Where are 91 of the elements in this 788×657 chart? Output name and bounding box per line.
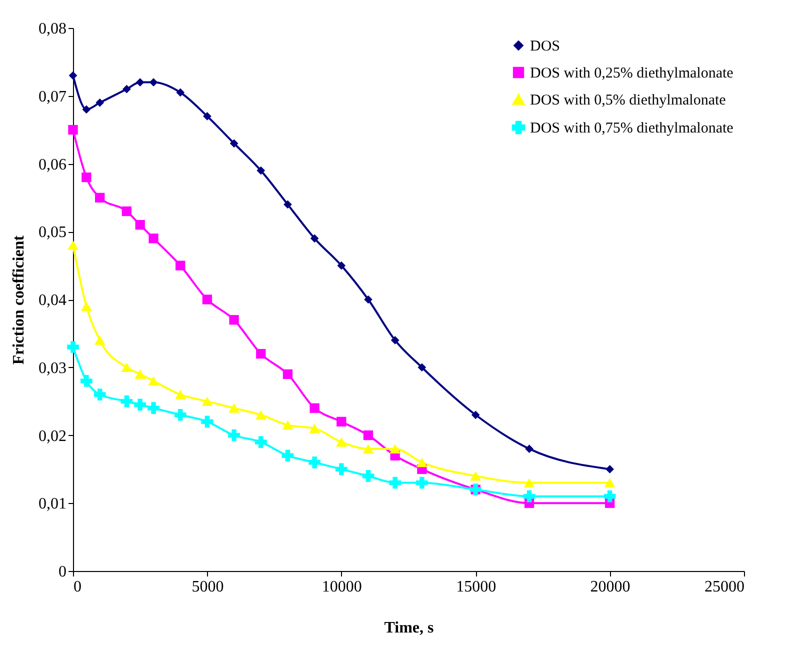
point: [418, 363, 426, 372]
point: [525, 444, 534, 454]
point: [148, 234, 158, 244]
point: [308, 456, 320, 468]
point: [136, 78, 144, 86]
point: [81, 302, 92, 311]
point: [336, 416, 346, 427]
y-tick-label: 0,01: [38, 496, 66, 513]
point: [284, 200, 292, 209]
point: [94, 388, 106, 400]
point: [82, 172, 92, 182]
point: [362, 470, 374, 482]
point: [416, 458, 428, 468]
point: [416, 476, 428, 489]
point: [604, 478, 616, 488]
point: [364, 295, 372, 304]
point: [282, 369, 293, 379]
point: [604, 490, 616, 502]
point: [121, 362, 132, 372]
point: [310, 234, 319, 243]
point: [524, 478, 535, 488]
point: [174, 408, 186, 421]
point: [282, 450, 294, 462]
point: [122, 84, 131, 94]
point: [134, 398, 146, 411]
point: [523, 490, 536, 502]
point: [80, 375, 92, 387]
legend-label: DOS with 0,75% diethylmalonate: [530, 120, 734, 136]
point: [228, 403, 240, 413]
point: [202, 396, 213, 406]
point: [176, 260, 186, 270]
point: [362, 444, 374, 454]
y-tick-label: 0,07: [38, 88, 66, 106]
point: [310, 403, 320, 413]
y-tick-label: 0,04: [38, 292, 66, 309]
point: [335, 463, 348, 476]
y-tick-label: 0,02: [38, 428, 66, 445]
y-axis-title: Friction coefficient: [10, 234, 28, 365]
point: [309, 424, 320, 434]
point: [149, 78, 158, 86]
point: [282, 420, 294, 430]
legend-label: DOS: [530, 38, 560, 54]
point: [201, 416, 214, 428]
point: [134, 369, 146, 379]
point: [68, 240, 78, 250]
x-tick-label: 25000: [704, 578, 744, 596]
point: [67, 341, 79, 353]
point: [336, 437, 347, 447]
x-tick-label: 15000: [456, 578, 496, 596]
point: [95, 192, 105, 203]
x-tick-label: 10000: [322, 578, 362, 596]
point: [390, 444, 400, 454]
y-tick-label: 0,08: [38, 20, 66, 38]
point: [176, 88, 185, 97]
point: [68, 71, 78, 80]
point: [68, 124, 78, 135]
point: [148, 376, 159, 386]
y-tick-label: 0,06: [38, 156, 66, 174]
point: [135, 220, 145, 230]
x-tick-label: 5000: [192, 578, 224, 596]
y-tick-label: 0,03: [38, 360, 66, 377]
point: [390, 336, 400, 344]
x-tick-label: 20000: [590, 578, 630, 596]
point: [471, 410, 480, 420]
point: [203, 112, 212, 120]
point: [470, 471, 481, 481]
point: [229, 315, 239, 325]
point: [255, 410, 266, 420]
x-tick-label: 0: [74, 578, 82, 596]
point: [363, 430, 374, 440]
point: [148, 402, 160, 414]
point: [120, 395, 133, 408]
point: [122, 206, 132, 216]
point: [389, 476, 401, 489]
point: [230, 139, 238, 148]
point: [202, 294, 212, 304]
point: [96, 98, 104, 107]
legend-label: DOS with 0,5% diethylmalonate: [530, 92, 726, 108]
point: [94, 336, 106, 345]
point: [256, 348, 266, 359]
point: [82, 105, 91, 114]
point: [606, 465, 614, 474]
y-tick-label: 0: [58, 564, 66, 580]
legend-label: DOS with 0,25% diethylmalonate: [530, 66, 734, 82]
point: [254, 436, 267, 448]
point: [337, 261, 346, 270]
x-axis-title: Time, s: [384, 620, 434, 636]
point: [174, 390, 186, 400]
y-tick-label: 0,05: [38, 224, 66, 242]
point: [256, 166, 266, 175]
point: [228, 429, 240, 442]
